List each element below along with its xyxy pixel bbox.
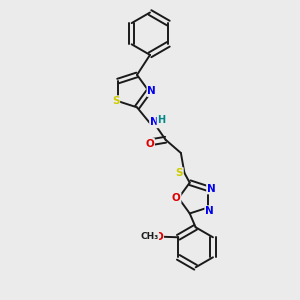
Text: H: H (158, 115, 166, 125)
Text: O: O (145, 139, 154, 149)
Text: O: O (172, 193, 181, 203)
Text: O: O (154, 232, 163, 242)
Text: N: N (147, 86, 156, 96)
Text: N: N (207, 184, 216, 194)
Text: CH₃: CH₃ (140, 232, 158, 241)
Text: S: S (112, 96, 119, 106)
Text: S: S (176, 168, 183, 178)
Text: N: N (205, 206, 214, 216)
Text: N: N (150, 117, 159, 128)
